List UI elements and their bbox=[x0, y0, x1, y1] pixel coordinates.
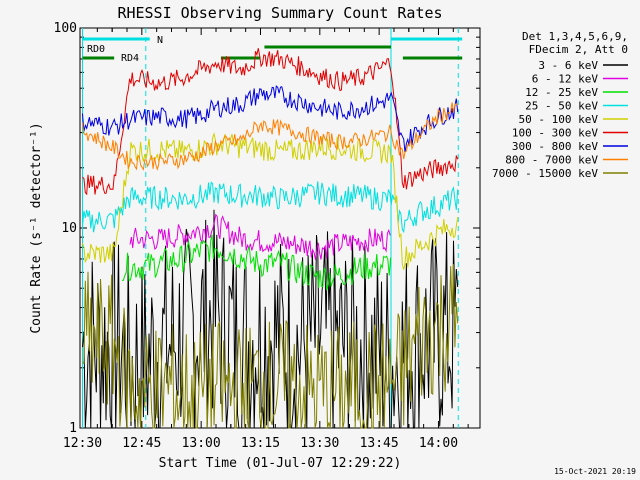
legend-entry-label: 12 - 25 keV bbox=[525, 86, 598, 99]
x-tick-label: 13:15 bbox=[241, 436, 280, 451]
series-9 bbox=[82, 264, 459, 429]
plot-area bbox=[79, 27, 481, 429]
series-line bbox=[82, 85, 459, 153]
x-tick-label: 12:45 bbox=[122, 436, 161, 451]
series-line bbox=[122, 234, 392, 291]
y-tick-label: 10 bbox=[61, 221, 77, 236]
flag-label-n: N bbox=[157, 35, 163, 46]
series-line bbox=[82, 264, 459, 429]
flag-label-rd0: RD0 bbox=[87, 44, 105, 55]
legend-entry-label: 100 - 300 keV bbox=[512, 127, 598, 140]
legend-header: FDecim 2, Att 0 bbox=[529, 43, 628, 56]
series-line bbox=[82, 102, 459, 171]
legend-entry-label: 3 - 6 keV bbox=[538, 59, 598, 72]
series-3 bbox=[122, 234, 392, 291]
x-tick-label: 13:00 bbox=[182, 436, 221, 451]
legend-entry-label: 800 - 7000 keV bbox=[505, 154, 598, 167]
y-tick-label: 100 bbox=[54, 21, 77, 36]
legend-entry-label: 6 - 12 keV bbox=[532, 73, 599, 86]
timestamp: 15-Oct-2021 20:19 bbox=[554, 467, 636, 476]
x-tick-label: 14:00 bbox=[419, 436, 458, 451]
series-2 bbox=[129, 213, 391, 260]
x-tick-label: 13:30 bbox=[300, 436, 339, 451]
legend-header: Det 1,3,4,5,6,9, bbox=[522, 30, 628, 43]
x-axis-label: Start Time (01-Jul-07 12:29:22) bbox=[159, 456, 402, 471]
series-line bbox=[82, 48, 459, 196]
legend-entry-label: 7000 - 15000 keV bbox=[492, 167, 598, 180]
legend-entry-label: 25 - 50 keV bbox=[525, 100, 598, 113]
series-7 bbox=[82, 85, 459, 153]
flag-label-rd4: RD4 bbox=[121, 53, 139, 64]
legend-entry-label: 50 - 100 keV bbox=[519, 113, 599, 126]
x-tick-label: 12:30 bbox=[63, 436, 102, 451]
y-tick-label: 1 bbox=[69, 421, 77, 436]
series-8 bbox=[82, 102, 459, 171]
series-5 bbox=[82, 132, 459, 270]
series-6 bbox=[82, 48, 459, 196]
x-tick-label: 13:45 bbox=[360, 436, 399, 451]
series-line bbox=[82, 132, 459, 270]
legend-entry-label: 300 - 800 keV bbox=[512, 140, 598, 153]
chart-title: RHESSI Observing Summary Count Rates bbox=[117, 4, 442, 22]
series-line bbox=[129, 213, 391, 260]
y-axis-label: Count Rate (s⁻¹ detector⁻¹) bbox=[29, 122, 44, 333]
